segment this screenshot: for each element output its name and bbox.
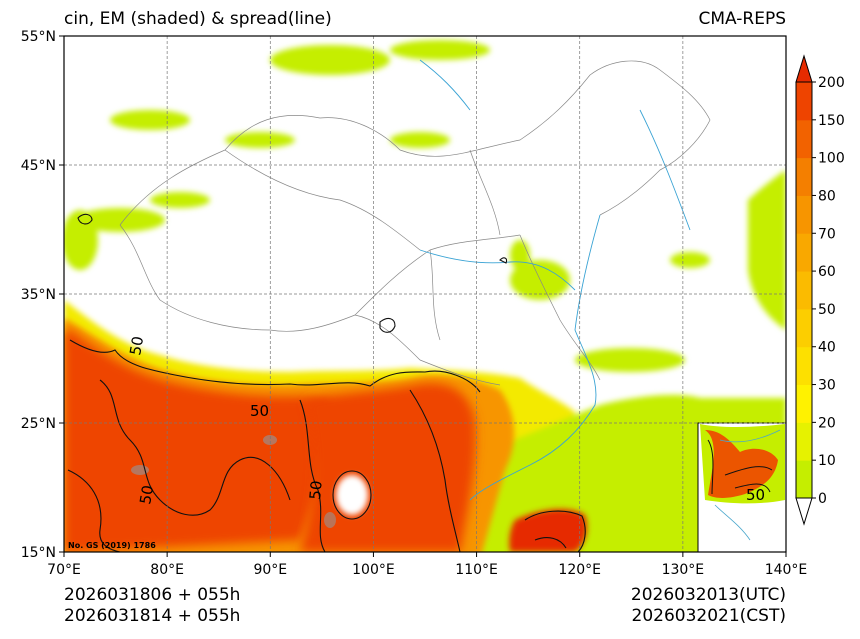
y-tick-label: 15°N xyxy=(21,545,56,561)
colorbar-segment xyxy=(796,119,812,159)
shade-region-lime-east xyxy=(748,170,786,330)
chart-title-right: CMA-REPS xyxy=(698,9,786,29)
colorbar-segment xyxy=(796,233,812,272)
gridlines xyxy=(64,36,786,552)
colorbar-segment xyxy=(796,346,812,386)
contour-label-5: 50 xyxy=(746,486,765,504)
colorbar-segment xyxy=(796,157,812,196)
contour-label-4: 50 xyxy=(136,484,157,506)
colorbar-segment xyxy=(796,271,812,310)
colorbar-segment xyxy=(796,82,812,121)
contour-label-1: 50 xyxy=(126,335,147,357)
boundary-lines xyxy=(119,60,711,386)
colorbar-label: 70 xyxy=(818,226,836,242)
x-tick-label: 140°E xyxy=(765,562,808,578)
footer-init-utc: 2026031806 + 055h xyxy=(64,585,241,605)
footer-valid-utc: 2026032013(UTC) xyxy=(630,585,786,605)
x-tick-label: 100°E xyxy=(352,562,395,578)
shade-missing-3 xyxy=(324,512,336,528)
x-tick-label: 70°E xyxy=(47,562,81,578)
chart-title-left: cin, EM (shaded) & spread(line) xyxy=(64,9,332,29)
y-tick-label: 35°N xyxy=(21,287,56,303)
colorbar-over-arrow xyxy=(795,54,813,83)
colorbar-label: 100 xyxy=(818,151,845,167)
map-credit: No. GS (2019) 1786 xyxy=(68,541,156,550)
y-ticks: 15°N 25°N 35°N 45°N 55°N xyxy=(21,29,64,561)
colorbar-under-arrow xyxy=(795,497,813,526)
colorbar-segment xyxy=(796,195,812,234)
coastline-rivers xyxy=(419,59,691,501)
inset-map xyxy=(697,422,787,553)
colorbar-segment xyxy=(796,460,812,499)
colorbar-frame xyxy=(795,81,813,499)
shade-hole xyxy=(336,475,368,515)
y-tick-label: 55°N xyxy=(21,29,56,45)
shade-region-red-southeast xyxy=(509,508,587,552)
footer-valid-cst: 2026032021(CST) xyxy=(631,606,786,626)
x-tick-label: 110°E xyxy=(455,562,498,578)
contour-label-3: 50 xyxy=(306,480,326,501)
contour-label-2: 50 xyxy=(250,402,269,420)
colorbar-label: 10 xyxy=(818,453,836,469)
colorbar-segment xyxy=(796,422,812,461)
shade-region-red-west xyxy=(64,330,331,552)
colorbar-label: 50 xyxy=(818,302,836,318)
colorbar-segment xyxy=(796,308,812,348)
colorbar-label: 200 xyxy=(818,75,845,91)
x-tick-label: 90°E xyxy=(253,562,287,578)
colorbar-label: 0 xyxy=(818,491,827,507)
x-tick-label: 130°E xyxy=(662,562,705,578)
x-ticks: 70°E 80°E 90°E 100°E 110°E 120°E 130°E 140°E xyxy=(47,552,807,578)
colorbar-label: 30 xyxy=(818,378,836,394)
colorbar-label: 150 xyxy=(818,113,845,129)
shade-missing-2 xyxy=(263,435,277,445)
footer-init-cst: 2026031814 + 055h xyxy=(64,606,241,626)
colorbar-label: 40 xyxy=(818,340,836,356)
y-tick-label: 25°N xyxy=(21,416,56,432)
x-tick-label: 80°E xyxy=(150,562,184,578)
colorbar: 0 10 20 30 40 50 60 70 80 100 150 200 xyxy=(795,54,845,526)
contour-lines xyxy=(67,213,586,552)
y-tick-label: 45°N xyxy=(21,158,56,174)
x-tick-label: 120°E xyxy=(558,562,601,578)
colorbar-segment xyxy=(796,384,812,423)
colorbar-label: 60 xyxy=(818,264,836,280)
colorbar-label: 20 xyxy=(818,415,836,431)
colorbar-label: 80 xyxy=(818,188,836,204)
shade-region-red-center xyxy=(300,383,476,552)
